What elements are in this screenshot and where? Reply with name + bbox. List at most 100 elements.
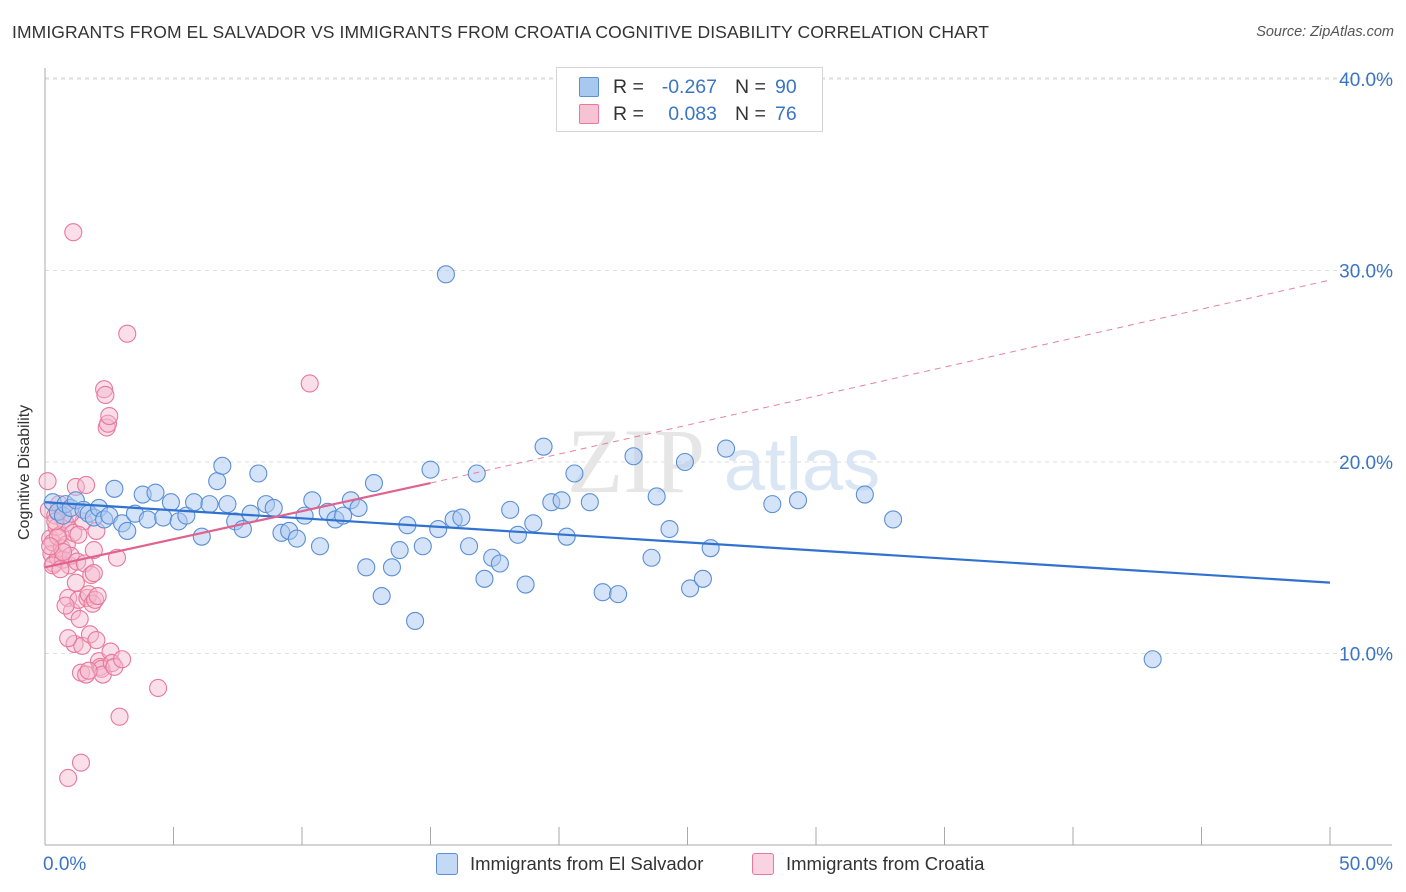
- el-salvador-point: [249, 464, 268, 483]
- el-salvador-point: [382, 558, 402, 577]
- el-salvador-point: [436, 265, 455, 284]
- r-value: 0.083: [668, 102, 717, 125]
- croatia-point: [56, 596, 75, 615]
- el-salvador-point: [552, 491, 571, 510]
- pink-swatch: [579, 104, 599, 124]
- el-salvador-point: [406, 611, 425, 630]
- croatia-point: [69, 525, 88, 544]
- r-label: R =: [613, 75, 644, 98]
- el-salvador-point: [693, 569, 712, 588]
- el-salvador-point: [642, 548, 661, 567]
- el-salvador-point: [701, 539, 720, 558]
- el-salvador-point: [681, 579, 700, 598]
- y-tick-label: 20.0%: [1339, 453, 1393, 474]
- croatia-point: [59, 768, 78, 788]
- n-label: N =: [735, 102, 766, 125]
- r-label: R =: [613, 102, 644, 125]
- croatia-point: [88, 586, 107, 606]
- el-salvador-trend-line: [44, 501, 1331, 584]
- blue-swatch: [579, 77, 599, 97]
- croatia-point: [113, 650, 132, 669]
- el-salvador-point: [287, 529, 306, 548]
- legend-item-croatia[interactable]: Immigrants from Croatia: [752, 852, 984, 876]
- el-salvador-point: [660, 519, 679, 539]
- el-salvador-point: [421, 460, 440, 479]
- croatia-point: [96, 385, 115, 405]
- el-salvador-point: [459, 537, 479, 556]
- el-salvador-point: [565, 464, 584, 483]
- el-salvador-point: [855, 485, 874, 504]
- trend-lines: [44, 279, 1331, 584]
- croatia-point: [70, 609, 89, 629]
- legend-item-el-salvador[interactable]: Immigrants from El Salvador: [436, 852, 703, 876]
- el-salvador-point: [154, 508, 173, 527]
- el-salvador-point: [534, 437, 553, 456]
- el-salvador-point: [884, 510, 903, 529]
- croatia-point: [41, 537, 60, 556]
- grid-lines: [45, 77, 1392, 654]
- croatia-point: [118, 324, 137, 343]
- el-salvador-point: [200, 495, 219, 514]
- el-salvador-point: [105, 479, 124, 498]
- croatia-point: [38, 472, 57, 491]
- el-salvador-point: [218, 495, 237, 514]
- el-salvador-point: [501, 500, 520, 519]
- legend-row-croatia: R = 0.083 N = 76: [579, 102, 797, 126]
- el-salvador-point: [208, 472, 227, 491]
- el-salvador-point: [763, 495, 782, 514]
- chart-title: IMMIGRANTS FROM EL SALVADOR VS IMMIGRANT…: [12, 22, 990, 42]
- el-salvador-point: [349, 498, 368, 518]
- el-salvador-point: [264, 498, 283, 518]
- x-tick-label: 0.0%: [43, 854, 86, 875]
- n-label: N =: [735, 75, 766, 98]
- el-salvador-point: [146, 483, 165, 502]
- blue-legend-swatch: [436, 853, 458, 875]
- croatia-point: [82, 565, 101, 585]
- el-salvador-point: [303, 491, 322, 510]
- el-salvador-point: [1143, 650, 1162, 669]
- el-salvador-point: [310, 537, 330, 556]
- el-salvador-point: [593, 583, 612, 602]
- legend-row-el-salvador: R = -0.267 N = 90: [579, 75, 797, 99]
- el-salvador-point: [185, 493, 204, 512]
- el-salvador-point: [452, 508, 471, 527]
- croatia-point: [149, 678, 168, 698]
- x-tick-label: 50.0%: [1339, 854, 1393, 875]
- croatia-point: [98, 414, 118, 433]
- el-salvador-point: [364, 474, 384, 493]
- el-salvador-point: [213, 456, 232, 475]
- croatia-point: [84, 541, 103, 560]
- el-salvador-point: [372, 586, 391, 606]
- croatia-point: [95, 380, 114, 399]
- croatia-point: [77, 475, 96, 495]
- el-salvador-point: [716, 439, 736, 458]
- y-tick-label: 40.0%: [1339, 70, 1393, 91]
- el-salvador-point: [429, 519, 448, 539]
- el-salvador-points: [43, 265, 1162, 669]
- el-salvador-point: [475, 569, 494, 588]
- croatia-points: [38, 223, 319, 788]
- el-salvador-point: [138, 510, 157, 529]
- el-salvador-point: [609, 585, 628, 604]
- croatia-point: [105, 657, 124, 676]
- el-salvador-point: [788, 491, 808, 510]
- n-value: 90: [775, 75, 797, 98]
- croatia-trend-line: [44, 481, 431, 569]
- el-salvador-point: [647, 487, 666, 506]
- croatia-point: [59, 629, 78, 648]
- el-salvador-point: [508, 525, 527, 544]
- y-tick-label: 10.0%: [1339, 645, 1393, 666]
- y-axis-label: Cognitive Disability: [16, 404, 33, 540]
- croatia-point: [300, 374, 319, 393]
- el-salvador-point: [557, 527, 576, 546]
- watermark-atlas: atlas: [724, 423, 880, 506]
- croatia-point: [100, 406, 119, 426]
- el-salvador-point: [390, 541, 409, 560]
- legend-label-el-salvador: Immigrants from El Salvador: [470, 853, 704, 874]
- croatia-point: [84, 564, 103, 583]
- el-salvador-point: [675, 452, 694, 472]
- legend-label-croatia: Immigrants from Croatia: [786, 853, 985, 874]
- croatia-point: [110, 707, 129, 726]
- n-value: 76: [775, 102, 797, 125]
